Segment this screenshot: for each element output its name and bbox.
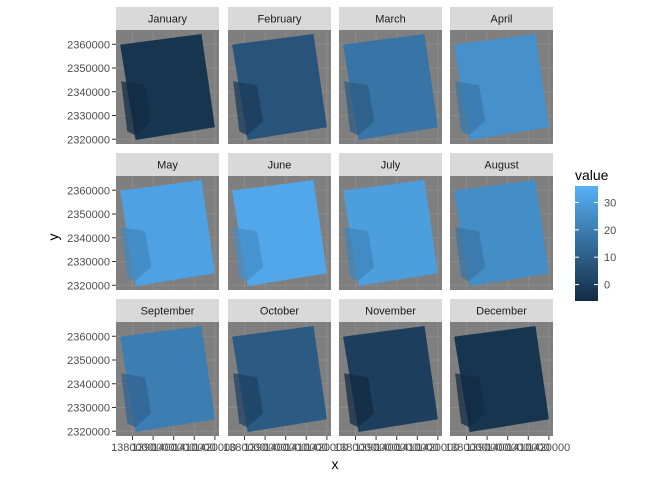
y-axis: 2360000 2350000 2340000 2330000 2320000 23600…: [67, 39, 116, 438]
legend-label: 20: [604, 225, 616, 237]
legend-label: 10: [604, 252, 616, 264]
facet-strip: [450, 299, 553, 322]
raster-lowland: [344, 227, 375, 282]
x-tick-label: 1410000: [396, 442, 439, 454]
legend-label: 30: [604, 197, 616, 209]
facet-strip-label: November: [365, 306, 416, 318]
x-tick-label: 1420000: [416, 442, 459, 454]
y-tick-label: 2360000: [67, 185, 110, 197]
y-tick-label: 2320000: [67, 280, 110, 292]
y-tick-label: 2360000: [67, 39, 110, 51]
facet-panel: April: [450, 7, 553, 144]
facet-panel: October: [228, 299, 331, 436]
x-tick-label: 1380000: [334, 442, 377, 454]
facet-strip-label: December: [476, 306, 527, 318]
facet-panel: March: [339, 7, 442, 144]
y-tick-label: 2320000: [67, 426, 110, 438]
x-tick-label: 1380000: [445, 442, 488, 454]
facet-strip: [116, 7, 219, 30]
facet-strip: [339, 299, 442, 322]
y-tick-label: 2340000: [67, 87, 110, 99]
facet-strip: [339, 153, 442, 176]
facet-strip-label: August: [484, 160, 518, 172]
x-tick-label: 1390000: [355, 442, 398, 454]
facet-strip-label: May: [157, 160, 178, 172]
facet-panel: September: [116, 299, 219, 436]
y-tick-label: 2350000: [67, 63, 110, 75]
facet-strip: [228, 153, 331, 176]
y-tick-label: 2340000: [67, 379, 110, 391]
facet-strip: [450, 153, 553, 176]
x-tick-label: 1420000: [193, 442, 236, 454]
raster-lowland: [121, 373, 152, 428]
x-tick-label: 1410000: [285, 442, 328, 454]
y-tick-label: 2350000: [67, 209, 110, 221]
y-tick-label: 2320000: [67, 134, 110, 146]
facet-panel: May: [116, 153, 219, 290]
x-axis-title: x: [332, 456, 339, 472]
x-axis: 1380000139000014000001410000142000013800…: [111, 436, 570, 454]
x-tick-label: 1400000: [264, 442, 307, 454]
raster-lowland: [455, 373, 486, 428]
x-tick-label: 1420000: [527, 442, 570, 454]
facet-strip-label: September: [141, 306, 195, 318]
y-tick-label: 2360000: [67, 331, 110, 343]
raster-lowland: [344, 373, 375, 428]
facet-panel: February: [228, 7, 331, 144]
facet-panel: November: [339, 299, 442, 436]
y-tick-label: 2330000: [67, 403, 110, 415]
facet-strip-label: February: [257, 14, 302, 26]
facet-strip-label: October: [260, 306, 299, 318]
facet-strip: [228, 299, 331, 322]
raster-lowland: [344, 81, 375, 136]
x-tick-label: 1390000: [132, 442, 175, 454]
legend-colorbar: [575, 186, 598, 301]
x-tick-label: 1400000: [152, 442, 195, 454]
facet-strip: [450, 7, 553, 30]
facet-strip: [116, 299, 219, 322]
y-tick-label: 2340000: [67, 233, 110, 245]
facet-panels: January February March April May June July Augu…: [116, 7, 553, 436]
facet-panel: June: [228, 153, 331, 290]
raster-lowland: [121, 227, 152, 282]
raster-lowland: [121, 81, 152, 136]
facet-strip: [339, 7, 442, 30]
y-tick-label: 2330000: [67, 111, 110, 123]
color-legend: value 30 20 10 0: [575, 167, 616, 301]
y-axis-title: y: [45, 234, 61, 241]
x-tick-label: 1420000: [305, 442, 348, 454]
facet-strip-label: January: [148, 14, 188, 26]
x-tick-label: 1400000: [486, 442, 529, 454]
y-tick-label: 2330000: [67, 257, 110, 269]
raster-lowland: [233, 227, 264, 282]
legend-label: 0: [604, 280, 610, 292]
raster-lowland: [233, 373, 264, 428]
x-tick-label: 1380000: [111, 442, 154, 454]
x-tick-label: 1390000: [244, 442, 287, 454]
facet-strip-label: June: [268, 160, 292, 172]
facet-panel: December: [450, 299, 553, 436]
facet-panel: January: [116, 7, 219, 144]
x-tick-label: 1390000: [466, 442, 509, 454]
facet-strip-label: July: [381, 160, 401, 172]
facet-panel: July: [339, 153, 442, 290]
x-tick-label: 1380000: [223, 442, 266, 454]
facet-strip: [116, 153, 219, 176]
facet-strip: [228, 7, 331, 30]
raster-lowland: [455, 81, 486, 136]
legend-title: value: [575, 167, 609, 183]
facet-strip-label: March: [375, 14, 406, 26]
raster-lowland: [455, 227, 486, 282]
facet-strip-label: April: [490, 14, 512, 26]
y-tick-label: 2350000: [67, 355, 110, 367]
raster-lowland: [233, 81, 264, 136]
x-tick-label: 1410000: [507, 442, 550, 454]
x-tick-label: 1400000: [375, 442, 418, 454]
facet-panel: August: [450, 153, 553, 290]
x-tick-label: 1410000: [173, 442, 216, 454]
